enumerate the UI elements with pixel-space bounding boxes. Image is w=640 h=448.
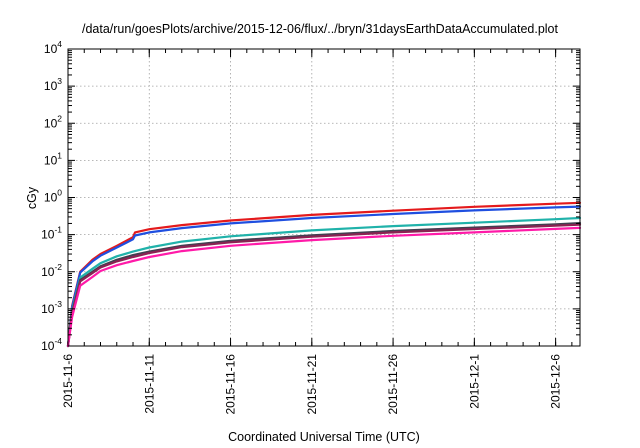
y-tick-label: 10-3 [41, 299, 62, 316]
y-tick-base: 10 [44, 191, 58, 205]
y-tick-base: 10 [41, 339, 55, 353]
x-tick-label: 2015-11-26 [386, 354, 400, 415]
y-tick-label: 102 [44, 113, 62, 130]
y-axis-label: cGy [25, 186, 39, 209]
series-line-3 [66, 216, 582, 348]
grid-lines [68, 49, 580, 346]
x-axis-label: Coordinated Universal Time (UTC) [228, 430, 420, 444]
y-tick-label: 10-4 [41, 336, 62, 353]
y-tick-base: 10 [44, 116, 58, 130]
y-tick-base: 10 [41, 302, 55, 316]
x-tick-label: 2015-11-21 [305, 354, 319, 415]
y-tick-exponent: 3 [57, 76, 62, 86]
x-tick-label: 2015-11-16 [224, 354, 238, 415]
y-tick-exponent: 1 [57, 150, 62, 160]
series-line-2 [66, 205, 582, 348]
series-lines [66, 201, 582, 348]
y-tick-base: 10 [44, 153, 58, 167]
y-tick-label: 101 [44, 150, 62, 167]
x-tick-label: 2015-11-6 [61, 354, 75, 408]
series-line-4 [66, 222, 582, 348]
y-tick-exponent: -4 [54, 336, 62, 346]
y-tick-exponent: 4 [57, 39, 62, 49]
y-tick-exponent: -1 [54, 225, 62, 235]
series-line-5 [66, 223, 582, 348]
x-tick-label: 2015-12-6 [549, 354, 563, 409]
y-tick-base: 10 [44, 79, 58, 93]
y-tick-base: 10 [41, 228, 55, 242]
x-tick-label: 2015-11-11 [142, 354, 156, 414]
y-tick-exponent: -2 [54, 262, 62, 272]
series-line-6 [66, 226, 582, 348]
y-tick-label: 104 [44, 39, 62, 56]
y-tick-base: 10 [44, 42, 58, 56]
y-tick-exponent: -3 [54, 299, 62, 309]
y-tick-label: 10-1 [41, 225, 62, 242]
x-tick-labels: 2015-11-6 2015-11-11 2015-11-16 2015-11-21 2… [61, 354, 563, 415]
y-tick-label: 10-2 [41, 262, 62, 279]
y-tick-exponent: 0 [57, 188, 62, 198]
y-tick-exponent: 2 [57, 113, 62, 123]
axis-ticks [67, 48, 580, 347]
y-tick-label: 103 [44, 76, 62, 93]
y-tick-label: 100 [44, 188, 62, 205]
x-tick-label: 2015-12-1 [467, 354, 481, 409]
chart-title: /data/run/goesPlots/archive/2015-12-06/f… [82, 22, 558, 36]
y-tick-base: 10 [41, 265, 55, 279]
